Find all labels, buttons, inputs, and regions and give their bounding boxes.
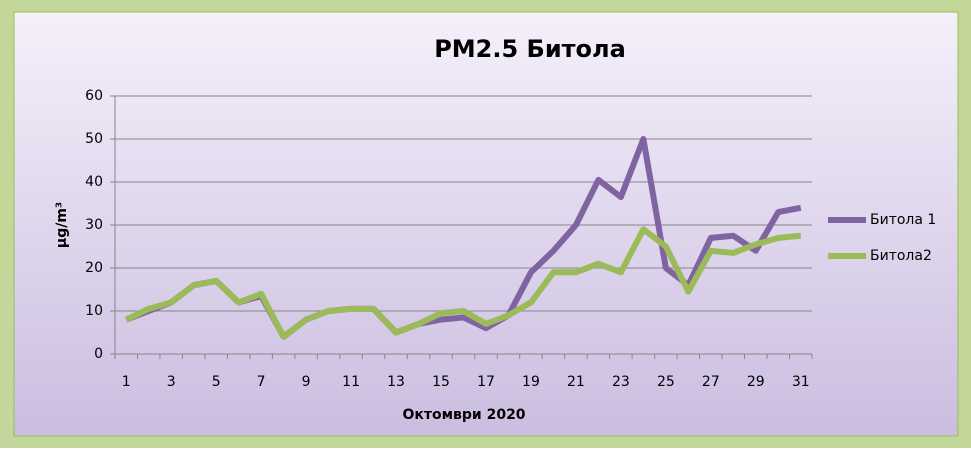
- y-axis-label: µg/m³: [54, 202, 70, 248]
- x-tick-label: 3: [167, 374, 176, 390]
- data-line: [124, 226, 802, 340]
- legend-label: Битола 1: [870, 212, 936, 228]
- x-tick-label: 13: [387, 374, 405, 390]
- x-tick-label: 21: [567, 374, 585, 390]
- y-tick-label: 50: [85, 131, 103, 147]
- legend-label: Битола2: [870, 248, 932, 264]
- x-tick-label: 9: [302, 374, 311, 390]
- x-tick-label: 7: [257, 374, 266, 390]
- y-tick-label: 20: [85, 260, 103, 276]
- x-tick-label: 29: [747, 374, 765, 390]
- y-tick-label: 60: [85, 88, 103, 104]
- x-tick-label: 1: [122, 374, 131, 390]
- x-tick-label: 15: [432, 374, 450, 390]
- x-tick-label: 17: [477, 374, 495, 390]
- x-axis-label: Октомври 2020: [402, 407, 525, 423]
- x-tick-label: 31: [792, 374, 810, 390]
- y-tick-label: 40: [85, 174, 103, 190]
- y-tick-label: 30: [85, 217, 103, 233]
- x-tick-label: 23: [612, 374, 630, 390]
- y-tick-label: 0: [94, 346, 103, 362]
- x-tick-label: 27: [702, 374, 720, 390]
- y-tick-label: 10: [85, 303, 103, 319]
- chart-area: [13, 11, 959, 437]
- x-tick-label: 11: [342, 374, 360, 390]
- x-tick-label: 19: [522, 374, 540, 390]
- x-tick-label: 25: [657, 374, 675, 390]
- x-tick-label: 5: [212, 374, 221, 390]
- chart-title: PM2.5 Битола: [434, 35, 626, 63]
